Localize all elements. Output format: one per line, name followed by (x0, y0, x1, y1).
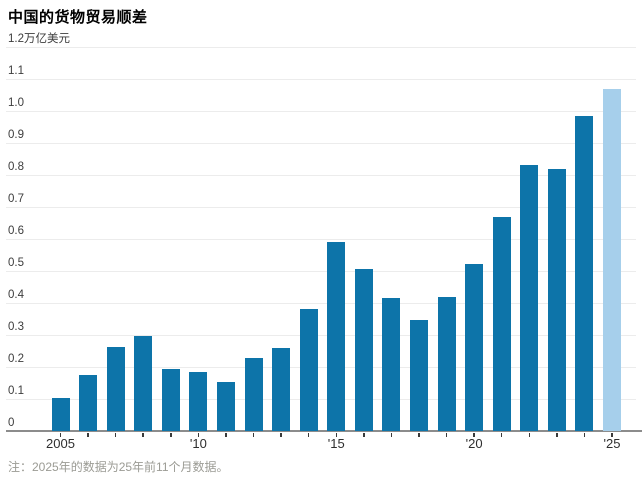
plot-area: 1.2万亿美元 1.1 1.0 0.9 0.8 0.7 0.6 0.5 0.4 0.3 0.2 0.1… (0, 33, 642, 432)
x-axis-tick (418, 433, 420, 437)
gridline (6, 175, 636, 176)
gridline (6, 47, 636, 48)
y-axis-label: 1.1 (8, 65, 24, 77)
bar-2006 (79, 374, 98, 431)
x-axis-tick (59, 433, 62, 437)
y-axis-label: 0.4 (8, 289, 24, 301)
y-axis-label: 1.2万亿美元 (8, 33, 70, 45)
y-axis-label: 1.0 (8, 97, 24, 109)
bar-2020 (465, 263, 484, 431)
gridline (6, 399, 636, 400)
gridline (6, 303, 636, 304)
gridline (6, 207, 636, 208)
x-axis-tick (335, 433, 337, 437)
x-axis-tick (556, 433, 558, 437)
x-axis-label: '10 (189, 436, 207, 451)
x-axis-tick (225, 433, 227, 437)
y-axis-unit-label: 万亿美元 (24, 33, 70, 45)
bar-2018 (409, 319, 428, 431)
x-axis-label: '20 (465, 436, 483, 451)
bar-2014 (299, 308, 318, 431)
gridline (6, 79, 636, 80)
x-axis-tick (307, 433, 310, 437)
bar-2007 (106, 346, 125, 431)
bar-2022 (520, 164, 539, 431)
x-axis-tick (197, 433, 200, 437)
y-axis-label: 0.8 (8, 161, 24, 173)
y-axis-label: 0.6 (8, 225, 24, 237)
x-axis-tick (252, 433, 255, 437)
x-axis-tick (170, 433, 172, 437)
bar-2024 (575, 115, 594, 431)
x-axis-tick (528, 433, 531, 437)
y-axis-label: 0.9 (8, 129, 24, 141)
x-axis-baseline (6, 430, 642, 432)
gridline (6, 271, 636, 272)
gridline (6, 143, 636, 144)
bar-2016 (354, 268, 373, 431)
x-axis-tick (583, 433, 586, 437)
bar-2017 (382, 297, 401, 431)
bar-2005 (51, 398, 70, 431)
bar-2009 (161, 368, 180, 431)
y-axis-label: 0.2 (8, 353, 24, 365)
gridline (6, 335, 636, 336)
x-axis-label: '25 (603, 436, 621, 451)
gridline (6, 239, 636, 240)
x-axis-tick (114, 433, 117, 437)
x-axis-tick (87, 433, 89, 437)
bar-2012 (244, 357, 263, 431)
y-axis-label: 0.5 (8, 257, 24, 269)
x-axis-tick (390, 433, 393, 437)
chart-title: 中国的货物贸易顺差 (8, 9, 148, 26)
y-axis-label: 0.3 (8, 321, 24, 333)
bar-2023 (547, 168, 566, 431)
chart-footnote: 注：2025年的数据为25年前11个月数据。 (8, 460, 229, 474)
bar-2025 (603, 88, 621, 431)
bar-2010 (189, 372, 208, 431)
bar-2008 (134, 336, 153, 431)
x-axis-label: 2005 (46, 436, 75, 451)
gridline (6, 111, 636, 112)
x-axis-label: '15 (327, 436, 345, 451)
x-axis-tick (142, 433, 144, 437)
x-axis-tick (611, 433, 613, 437)
bar-2021 (492, 216, 511, 431)
y-axis-label: 0.7 (8, 193, 24, 205)
x-axis-tick (445, 433, 448, 437)
y-axis-label: 0.1 (8, 385, 24, 397)
gridline (6, 367, 636, 368)
bar-2015 (327, 241, 346, 431)
x-axis-tick (500, 433, 503, 437)
bar-2013 (272, 347, 291, 431)
bar-2011 (216, 382, 235, 431)
bar-2019 (437, 296, 456, 431)
x-axis-tick (280, 433, 282, 437)
x-axis-tick (363, 433, 365, 437)
x-axis-tick (473, 433, 475, 437)
y-axis-label: 0 (8, 417, 15, 429)
